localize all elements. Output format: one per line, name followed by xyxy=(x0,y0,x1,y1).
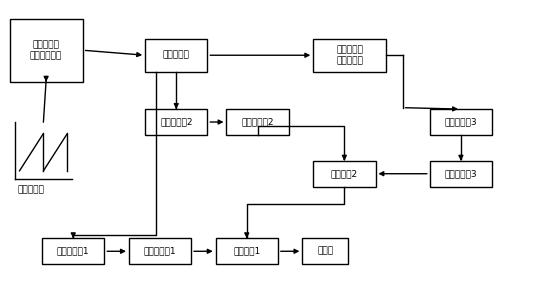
Bar xyxy=(226,109,289,135)
Bar xyxy=(313,161,376,187)
Bar xyxy=(42,238,105,264)
Bar xyxy=(313,39,386,72)
Bar xyxy=(216,238,278,264)
Text: 光电探测器3: 光电探测器3 xyxy=(445,169,477,178)
Text: 分布反馈式
光纤激光器: 分布反馈式 光纤激光器 xyxy=(336,46,363,65)
Bar xyxy=(145,109,208,135)
Text: 除法电路1: 除法电路1 xyxy=(233,247,261,256)
Text: 光纤隔离器1: 光纤隔离器1 xyxy=(57,247,89,256)
Bar xyxy=(9,19,83,82)
Text: 光电探测器2: 光电探测器2 xyxy=(241,117,274,126)
Bar xyxy=(430,109,492,135)
Bar xyxy=(145,39,208,72)
Text: 光纤隔离器3: 光纤隔离器3 xyxy=(445,117,477,126)
Bar xyxy=(302,238,348,264)
Text: 分布反馈式
半导体激光器: 分布反馈式 半导体激光器 xyxy=(30,41,62,60)
Text: 光电探测器1: 光电探测器1 xyxy=(144,247,176,256)
Text: 示波器: 示波器 xyxy=(317,247,334,256)
Text: 光纤隔离器2: 光纤隔离器2 xyxy=(160,117,192,126)
Text: 光纤耦合器: 光纤耦合器 xyxy=(163,51,190,60)
Bar xyxy=(129,238,191,264)
Text: 除法电路2: 除法电路2 xyxy=(331,169,358,178)
Text: 锯齿波驱动: 锯齿波驱动 xyxy=(18,185,45,194)
Bar xyxy=(430,161,492,187)
